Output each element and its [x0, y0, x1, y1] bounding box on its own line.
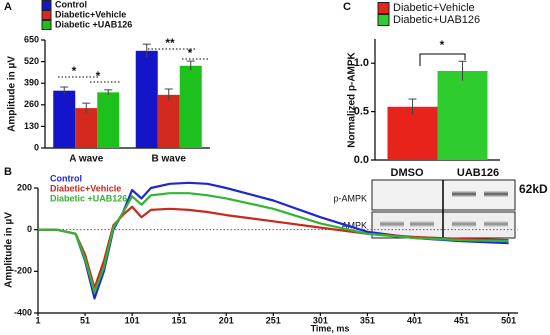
x-tick-label: B wave [152, 154, 187, 165]
y-axis-label: Normalized p-AMPK [347, 51, 358, 147]
line-series [38, 205, 509, 290]
legend-label: Diabetic +UAB126 [55, 19, 132, 29]
y-tick-label: 390 [24, 78, 39, 88]
bar [387, 106, 438, 160]
blot-band [484, 191, 508, 197]
x-tick-label: 1 [35, 315, 40, 325]
legend-label: Diabetic+Vehicle [393, 2, 475, 14]
x-axis-label: Time, ms [311, 323, 350, 333]
bar [179, 65, 202, 148]
legend-swatch [41, 0, 52, 10]
legend-swatch [377, 2, 390, 14]
blot-size-label: 62kD [519, 182, 548, 196]
legend-label: Control [50, 173, 82, 183]
bar [75, 108, 98, 148]
bar [53, 90, 76, 148]
blot-band [410, 221, 434, 227]
legend-swatch [377, 14, 390, 26]
x-tick-label: 451 [454, 315, 469, 325]
x-tick-label: A wave [69, 154, 104, 165]
bar [157, 94, 180, 148]
x-tick-label: 251 [266, 315, 281, 325]
x-tick-label: 401 [407, 315, 422, 325]
significance-label: * [72, 64, 77, 78]
western-blot: DMSO UAB126 p-AMPK AMPK 62kD [333, 167, 548, 239]
bar [437, 70, 488, 160]
y-tick-label: 650 [24, 34, 39, 44]
y-tick-label: 1.0 [354, 57, 369, 69]
blot-band [452, 191, 476, 197]
y-axis-label: Amplitude in µV [7, 56, 18, 132]
y-tick-label: -200 [14, 266, 32, 276]
blot-column-label: DMSO [391, 167, 424, 179]
significance-label: ** [165, 36, 175, 50]
blot-column-label: UAB126 [457, 167, 499, 179]
significance-label: * [188, 46, 193, 60]
y-axis-label: Amplitude in µV [4, 212, 15, 288]
y-tick-label: 0 [27, 224, 32, 234]
legend-swatch [41, 10, 52, 20]
significance-label: * [96, 69, 101, 83]
blot-band [484, 221, 508, 227]
blot-band [380, 221, 404, 227]
legend-label: Control [55, 0, 87, 9]
y-tick-label: 130 [24, 121, 39, 131]
panel-label: C [343, 1, 351, 13]
x-tick-label: 351 [360, 315, 375, 325]
x-tick-label: 151 [172, 315, 187, 325]
legend-label: Diabetic+Vehicle [50, 183, 121, 193]
bar [135, 50, 158, 148]
y-tick-label: 200 [17, 182, 32, 192]
x-tick-label: 501 [501, 315, 516, 325]
y-tick-label: 260 [24, 99, 39, 109]
significance-label: * [440, 38, 445, 52]
x-tick-label: 201 [219, 315, 234, 325]
legend-label: Diabetic+UAB126 [393, 14, 480, 26]
y-tick-label: 0 [34, 142, 39, 152]
y-tick-label: 0.0 [354, 154, 369, 166]
y-tick-label: 0.5 [354, 106, 369, 118]
x-tick-label: 301 [313, 315, 328, 325]
panel-label: A [4, 1, 12, 13]
line-series [38, 192, 509, 294]
y-tick-label: 520 [24, 56, 39, 66]
blot-band [452, 221, 476, 227]
significance-bracket [419, 53, 466, 66]
legend-swatch [41, 20, 52, 30]
panel-label: B [4, 166, 12, 178]
x-tick-label: 51 [80, 315, 90, 325]
bar [97, 92, 120, 148]
blot-row-label: AMPK [341, 220, 367, 230]
blot-row-label: p-AMPK [333, 193, 367, 203]
x-tick-label: 101 [125, 315, 140, 325]
y-tick-label: -400 [14, 307, 32, 317]
legend-label: Diabetic+Vehicle [55, 9, 126, 19]
legend-label: Diabetic +UAB126 [50, 193, 127, 203]
